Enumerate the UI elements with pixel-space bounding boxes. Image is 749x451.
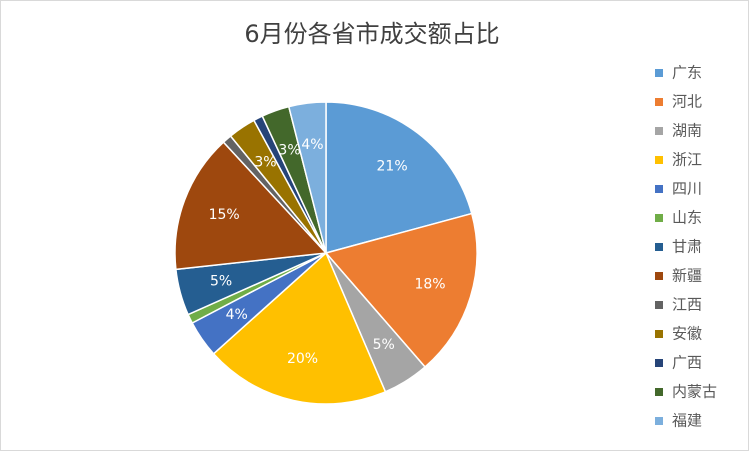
legend-label: 新疆 (672, 267, 702, 285)
legend-swatch (655, 388, 663, 396)
legend-label: 江西 (672, 296, 702, 314)
data-label: 5% (210, 273, 232, 289)
legend-swatch (655, 359, 663, 367)
legend-label: 四川 (672, 180, 702, 198)
legend-swatch (655, 69, 663, 77)
legend-swatch (655, 156, 663, 164)
legend-swatch (655, 330, 663, 338)
data-label: 4% (226, 307, 248, 323)
legend-swatch (655, 301, 663, 309)
data-label: 5% (373, 337, 395, 353)
legend-label: 福建 (672, 412, 702, 430)
legend-label: 山东 (672, 209, 702, 227)
pie-slice (212, 251, 387, 405)
legend-label: 广东 (672, 64, 702, 82)
legend-swatch (655, 243, 663, 251)
legend-label: 河北 (672, 93, 702, 111)
legend-label: 安徽 (672, 325, 702, 343)
pie-slice (324, 212, 478, 369)
data-label: 15% (209, 207, 240, 223)
data-label: 3% (278, 143, 300, 159)
legend-swatch (655, 214, 663, 222)
pie-slice (287, 101, 327, 254)
pie-slice (174, 141, 328, 271)
legend-swatch (655, 272, 663, 280)
legend-swatch (655, 417, 663, 425)
data-label: 4% (301, 137, 323, 153)
data-label: 21% (377, 159, 408, 175)
legend-label: 内蒙古 (672, 383, 717, 401)
legend-label: 甘肃 (672, 238, 702, 256)
legend-label: 浙江 (672, 151, 702, 169)
chart-title: 6月份各省市成交额占比 (244, 20, 499, 48)
legend-swatch (655, 127, 663, 135)
legend-swatch (655, 98, 663, 106)
legend-swatch (655, 185, 663, 193)
data-label: 20% (287, 351, 318, 367)
pie-slice (325, 101, 473, 254)
legend-label: 湖南 (672, 122, 702, 140)
data-label: 18% (414, 277, 445, 293)
data-label: 3% (254, 155, 276, 171)
legend-label: 广西 (672, 354, 702, 372)
